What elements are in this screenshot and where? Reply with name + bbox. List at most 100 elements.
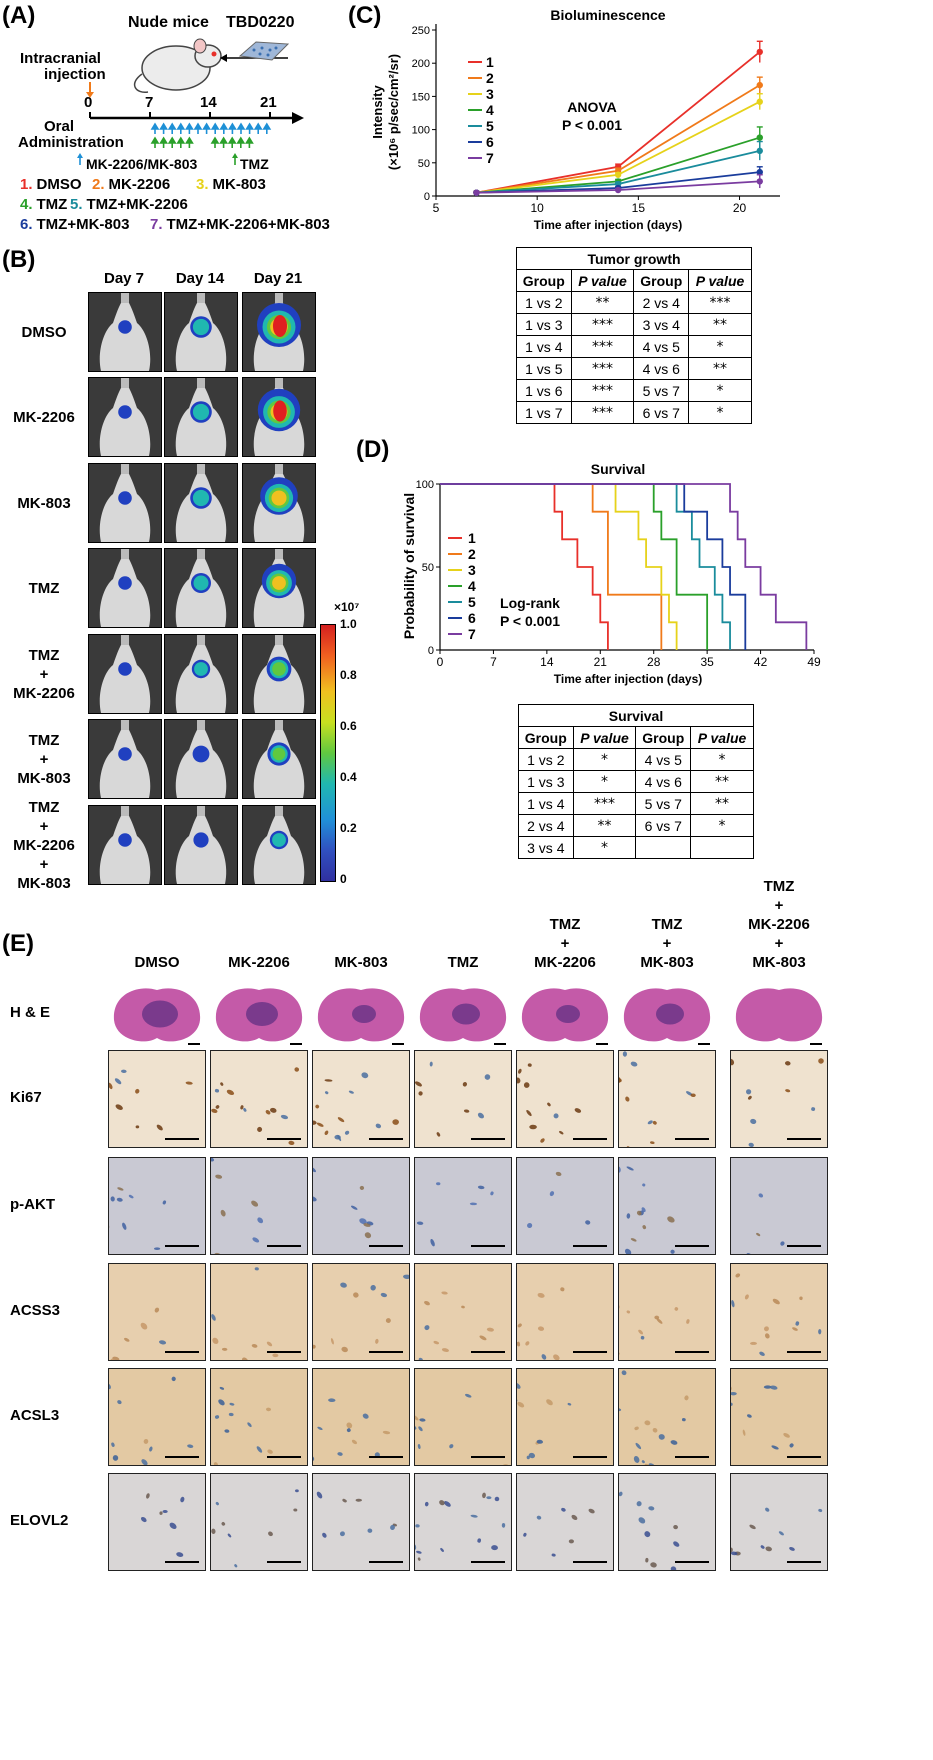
bli-signal xyxy=(118,662,132,676)
group-cell: 1 vs 4 xyxy=(516,335,572,358)
ihc-row-label: p-AKT xyxy=(10,1196,55,1213)
bli-mouse-drawing xyxy=(175,464,227,542)
ihc-texture xyxy=(731,1385,821,1458)
group-cell: 4 vs 6 xyxy=(635,770,692,793)
ihc-texture xyxy=(140,1493,199,1563)
bli-mouse-drawing xyxy=(253,293,305,371)
x-tick-label: 0 xyxy=(437,655,444,669)
oral-label-2: Administration xyxy=(18,134,124,151)
he-brain-section xyxy=(419,988,507,1045)
oral-label-1: Oral xyxy=(44,118,75,135)
ihc-texture xyxy=(110,1307,199,1360)
legend-label: 2 xyxy=(486,70,494,86)
data-point xyxy=(473,189,480,196)
legend-label: 4 xyxy=(468,578,476,594)
he-brain-section xyxy=(215,988,303,1045)
ihc-texture xyxy=(109,1376,199,1465)
panel-b-letter: (B) xyxy=(2,246,36,273)
colorbar xyxy=(320,624,336,882)
colorbar-tick-label: 0 xyxy=(340,872,347,886)
colorbar-tick-label: 0.6 xyxy=(340,719,357,733)
group-number: 1. xyxy=(20,176,33,193)
table-row: 1 vs 3 * 4 vs 6 ** xyxy=(518,770,754,793)
bli-mouse-drawing xyxy=(175,806,227,884)
y-axis-label: Probability of survival xyxy=(401,493,417,639)
chart-title: Bioluminescence xyxy=(550,7,665,23)
data-point xyxy=(756,147,763,155)
pvalue-cell: * xyxy=(690,814,754,837)
tick-21: 21 xyxy=(260,94,277,111)
ihc-texture xyxy=(313,1072,403,1142)
bli-mouse-image xyxy=(242,634,316,714)
injection-label-1: Intracranial xyxy=(20,50,101,67)
bli-signal xyxy=(118,747,132,761)
bli-mouse-drawing xyxy=(253,806,305,884)
x-tick-label: 49 xyxy=(807,655,821,669)
ihc-column-header: DMSO xyxy=(108,953,206,972)
y-tick-label: 0 xyxy=(428,645,434,657)
treatment-label: TMZ + MK-2206 + MK-803 xyxy=(6,798,82,893)
ihc-column-header-line: + xyxy=(774,935,784,952)
panel-a-letter: (A) xyxy=(2,2,36,29)
ihc-image xyxy=(210,1157,308,1255)
colorbar-tick-label: 0.8 xyxy=(340,668,357,682)
group-cell: 4 vs 5 xyxy=(633,335,690,358)
ihc-row-label: Ki67 xyxy=(10,1089,42,1106)
pvalue-cell: *** xyxy=(570,357,635,380)
ihc-texture xyxy=(313,1267,409,1353)
data-point xyxy=(756,81,763,89)
group-name: TMZ+MK-803 xyxy=(36,216,130,233)
bli-mouse-drawing xyxy=(253,635,305,713)
bli-mouse-image xyxy=(88,805,162,885)
group-legend-item: 5. TMZ+MK-2206 xyxy=(70,196,188,213)
legend-tmz-label: TMZ xyxy=(240,156,269,172)
group-cell: 1 vs 5 xyxy=(516,357,572,380)
treatment-label-line: MK-2206 xyxy=(13,684,75,702)
ihc-image xyxy=(414,1050,512,1148)
group-cell: 5 vs 7 xyxy=(633,379,690,402)
th-pvalue: P value xyxy=(688,269,752,292)
treatment-label-line: DMSO xyxy=(21,323,67,341)
ihc-row-label: ACSL3 xyxy=(10,1407,60,1424)
legend-mk-label: MK-2206/MK-803 xyxy=(86,156,198,172)
ihc-column-header: TMZ xyxy=(414,953,512,972)
ihc-texture xyxy=(619,1491,709,1570)
data-point xyxy=(614,186,622,194)
x-tick-label: 7 xyxy=(490,655,497,669)
group-name: TMZ+MK-2206+MK-803 xyxy=(166,216,330,233)
treatment-label-line: TMZ xyxy=(28,798,60,816)
ihc-image xyxy=(516,1263,614,1361)
treatment-label-line: + xyxy=(39,665,49,683)
ihc-image xyxy=(730,1050,828,1148)
bli-mouse-drawing xyxy=(175,293,227,371)
ihc-row-label: ELOVL2 xyxy=(10,1512,69,1529)
ihc-texture xyxy=(415,1393,509,1465)
bli-signal xyxy=(192,745,210,763)
ihc-column-header-line: MK-2206 xyxy=(228,954,290,971)
he-brain-section xyxy=(317,988,405,1045)
y-axis-label: Intensity xyxy=(370,85,385,139)
x-tick-label: 42 xyxy=(754,655,768,669)
ihc-texture xyxy=(109,1187,199,1250)
th-pvalue: P value xyxy=(572,726,637,749)
bli-mouse-drawing xyxy=(175,549,227,627)
bli-mouse-image xyxy=(242,548,316,628)
survival-curve xyxy=(440,483,609,650)
y-tick-label: 50 xyxy=(418,158,430,170)
ihc-image xyxy=(516,1368,614,1466)
cell-line-label: TBD0220 xyxy=(226,14,295,31)
ihc-image xyxy=(414,1368,512,1466)
ihc-image xyxy=(210,1368,308,1466)
bli-mouse-image xyxy=(88,292,162,372)
y-tick-label: 150 xyxy=(412,91,430,103)
bli-mouse-image xyxy=(164,292,238,372)
legend-label: 3 xyxy=(486,86,494,102)
legend-label: 1 xyxy=(468,530,476,546)
ihc-image xyxy=(516,1157,614,1255)
ihc-image xyxy=(108,1050,206,1148)
ihc-row-label: ACSS3 xyxy=(10,1302,61,1319)
ihc-texture xyxy=(416,1182,505,1247)
group-cell: 6 vs 7 xyxy=(633,401,690,424)
group-cell: 4 vs 5 xyxy=(635,748,692,771)
data-point xyxy=(756,98,763,105)
